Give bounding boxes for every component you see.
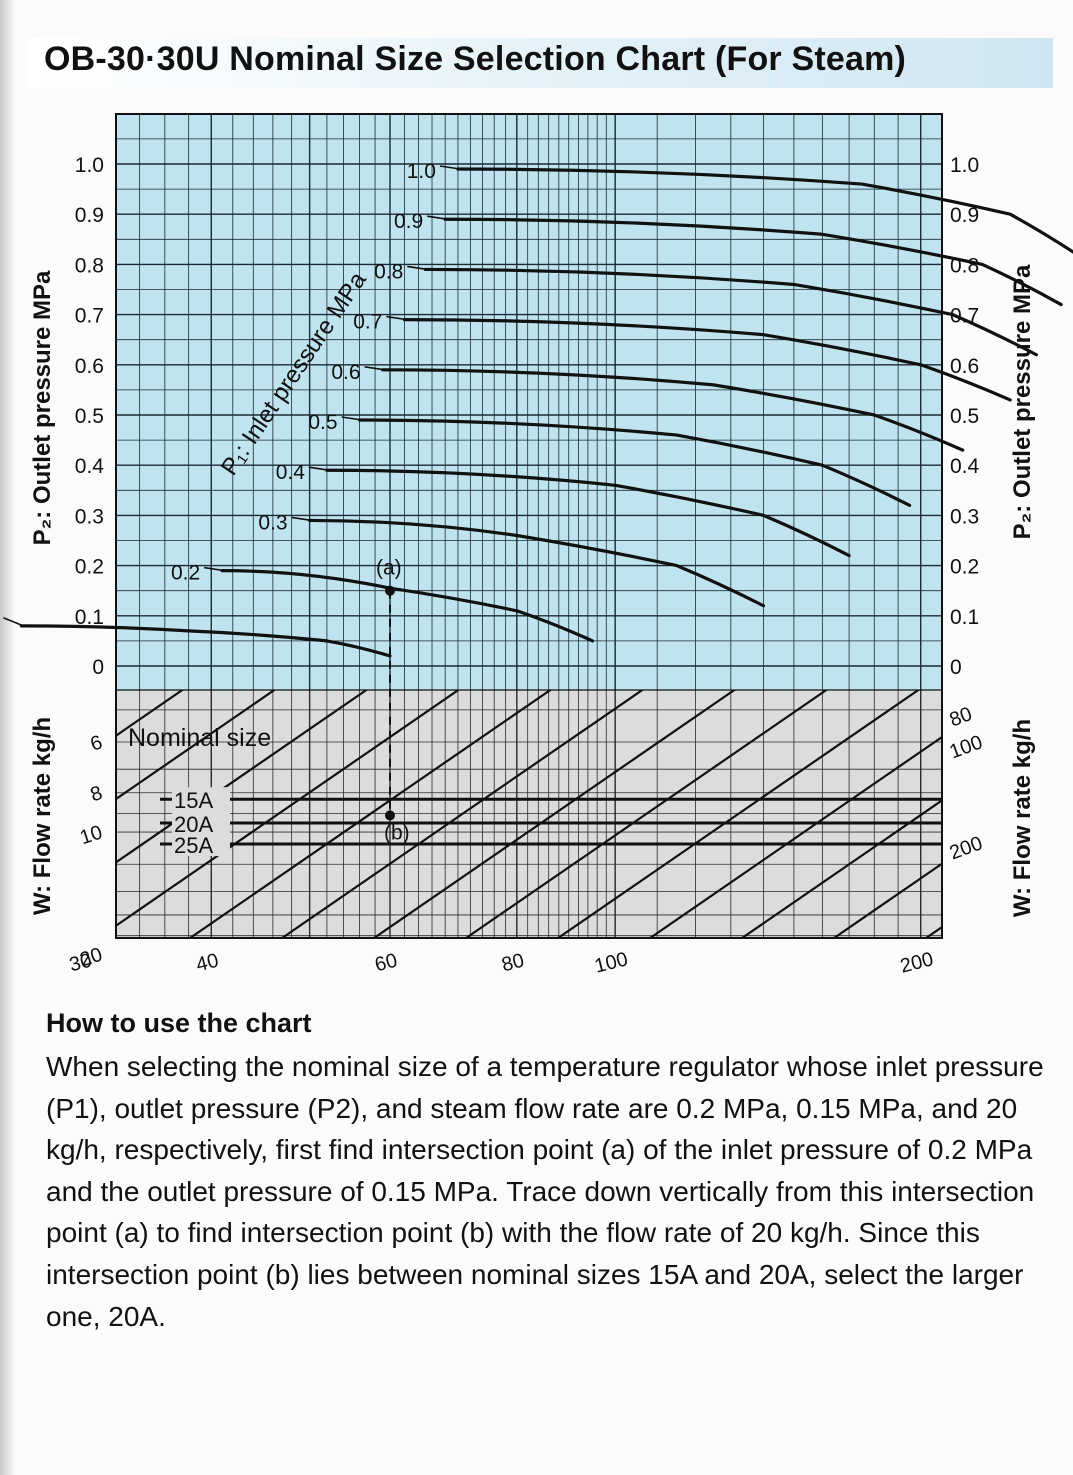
- right-pressure-axis-title: P₂: Outlet pressure MPa: [1009, 264, 1036, 539]
- x-tick-label: 30: [67, 950, 94, 977]
- curve-leader-line: [439, 165, 461, 170]
- curve-leader-line: [3, 617, 24, 627]
- curve-label: 1.0: [407, 160, 436, 183]
- curve-label: 0.7: [353, 311, 382, 334]
- nominal-size-selection-chart: 0.1 0.2 0.3 0.4 0.5 0.6 0.7 0.8 0.9 1.0 1.0 1.0 0.9 0…: [0, 113, 1073, 978]
- right-flow-tick-label: 200: [947, 832, 986, 864]
- flow-diagonal-line: [740, 799, 942, 938]
- left-pressure-tick-label: 0.4: [75, 455, 105, 478]
- right-pressure-tick-label: 0.3: [950, 505, 979, 528]
- right-pressure-tick-label: 0: [950, 656, 962, 679]
- page-title: OB-30·30U Nominal Size Selection Chart (…: [44, 40, 907, 78]
- inlet-pressure-curve-0.6: [380, 368, 965, 452]
- right-pressure-tick-label: 0.4: [950, 455, 980, 478]
- right-pressure-tick-label: 0.6: [950, 355, 979, 378]
- inlet-pressure-curve-0.8: [423, 267, 1038, 357]
- point-a-marker: [385, 585, 395, 596]
- inlet-pressure-curve-0.5: [357, 418, 912, 507]
- right-pressure-tick-label: 0.1: [950, 606, 979, 629]
- flow-diagonal-line: [832, 862, 942, 938]
- nominal-size-lines: [160, 797, 942, 846]
- right-pressure-tick-label: 0.5: [950, 405, 979, 428]
- point-a-label: (a): [376, 557, 402, 580]
- curve-label: 0.9: [394, 210, 423, 233]
- curve-label: 0.6: [331, 361, 360, 384]
- curve-label: 0.5: [308, 411, 337, 434]
- right-pressure-tick-label: 0.7: [950, 305, 979, 328]
- inlet-pressure-curve-0.4: [325, 468, 851, 558]
- example-guide: [385, 585, 395, 821]
- right-flow-axis-title: W: Flow rate kg/h: [1009, 719, 1036, 917]
- left-pressure-tick-label: 1.0: [75, 154, 104, 177]
- left-flow-tick-label: 10: [77, 821, 105, 849]
- curve-leader-line: [427, 215, 448, 221]
- curve-leader-line: [364, 366, 385, 371]
- x-tick-label: 40: [194, 950, 221, 977]
- nominal-size-label: 15A: [174, 788, 213, 813]
- howto-heading: How to use the chart: [46, 1008, 312, 1038]
- right-pressure-tick-label: 0.9: [950, 204, 979, 227]
- right-pressure-tick-label: 1.0: [950, 154, 979, 177]
- curve-label: 0.2: [171, 562, 200, 585]
- left-pressure-tick-label: 0.7: [75, 305, 104, 328]
- size-label-background: [172, 787, 230, 812]
- curve-leader-line: [308, 466, 330, 472]
- x-tick-label: 60: [373, 950, 400, 977]
- x-tick-label: 80: [499, 950, 526, 977]
- curve-label: 0.8: [374, 260, 403, 283]
- curve-leader-line: [386, 315, 407, 321]
- right-pressure-tick-label: 0.8: [950, 254, 979, 277]
- inlet-pressure-curve-0.3: [308, 518, 766, 608]
- flow-diagonal-line: [0, 620, 8, 978]
- right-flow-tick-label: 80: [947, 703, 975, 731]
- nominal-size-legend-title: Nominal size: [128, 724, 271, 752]
- inlet-pressure-curve-1.0: [456, 167, 1073, 254]
- flow-diagonal-line: [1052, 620, 1073, 978]
- left-pressure-tick-label: 0.9: [75, 204, 104, 227]
- inlet-pressure-curve-0.2: [220, 569, 595, 643]
- left-pressure-axis-title: P₂: Outlet pressure MPa: [29, 270, 56, 545]
- inlet-pressure-curves: [3, 165, 1073, 658]
- inlet-pressure-curve-0.7: [402, 318, 1012, 402]
- nominal-size-label: 25A: [174, 833, 213, 858]
- curve-leader-line: [291, 516, 312, 522]
- left-flow-axis-title: W: Flow rate kg/h: [29, 717, 56, 915]
- inlet-pressure-curve-0.1: [19, 624, 392, 658]
- inlet-pressure-curve-0.9: [443, 217, 1063, 307]
- page-edge-shadow: [0, 0, 14, 1475]
- right-pressure-tick-label: 0.2: [950, 556, 979, 579]
- howto-body: When selecting the nominal size of a tem…: [46, 1051, 1044, 1332]
- left-flow-tick-label: 8: [88, 782, 105, 806]
- curve-label: 0.3: [258, 511, 287, 534]
- right-flow-tick-label: 100: [947, 731, 986, 763]
- curve-leader-line: [204, 566, 225, 572]
- left-pressure-tick-label: 0.1: [75, 606, 104, 629]
- left-pressure-tick-label: 0.8: [75, 254, 104, 277]
- size-label-background: [172, 832, 230, 857]
- point-b-marker: [385, 810, 395, 821]
- curve-leader-line: [407, 265, 428, 271]
- x-tick-label: 100: [592, 948, 630, 977]
- left-pressure-tick-label: 0.5: [75, 405, 104, 428]
- curve-leader-line: [341, 416, 362, 421]
- left-pressure-tick-label: 0.6: [75, 355, 104, 378]
- curve-label: 0.4: [276, 461, 306, 484]
- point-b-label: (b): [384, 821, 410, 844]
- left-pressure-tick-label: 0.3: [75, 505, 104, 528]
- left-pressure-tick-label: 0.2: [75, 556, 104, 579]
- size-label-background: [172, 811, 230, 836]
- title-band: [28, 38, 1053, 88]
- x-tick-label: 200: [898, 948, 936, 977]
- left-flow-tick-label: 6: [88, 731, 105, 755]
- left-pressure-tick-label: 0: [92, 656, 104, 679]
- chart-frame: [115, 113, 943, 939]
